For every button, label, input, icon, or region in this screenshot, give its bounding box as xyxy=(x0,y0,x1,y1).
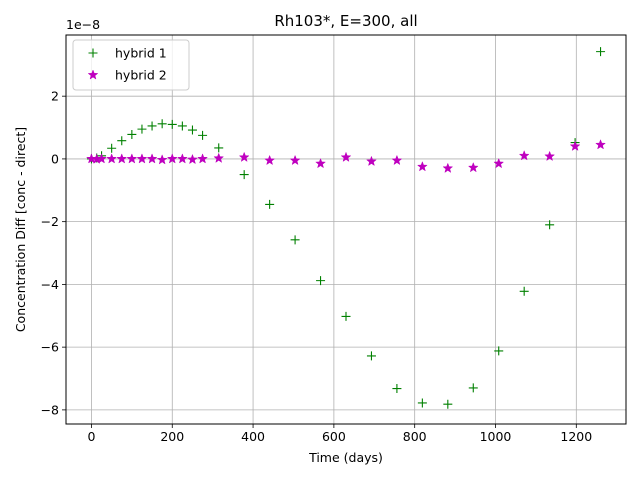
plot-marks xyxy=(86,47,606,409)
point-hybrid-1 xyxy=(290,235,300,245)
point-hybrid-2 xyxy=(569,140,581,151)
point-hybrid-1 xyxy=(137,124,147,134)
point-hybrid-1 xyxy=(494,346,504,356)
point-hybrid-1 xyxy=(341,311,351,321)
point-hybrid-2 xyxy=(136,153,148,164)
x-tick-label: 0 xyxy=(87,429,95,444)
point-hybrid-1 xyxy=(366,351,376,361)
legend-label-hybrid-1: hybrid 1 xyxy=(115,46,167,61)
y-tick-label: −8 xyxy=(41,402,59,417)
x-axis-label: Time (days) xyxy=(308,450,383,465)
y-tick-label: −4 xyxy=(41,277,59,292)
point-hybrid-2 xyxy=(416,161,428,172)
grid xyxy=(66,35,626,424)
axis-ticks: 0 200 400 600 800 1000 1200 −8 −6 −4 −2 0 2 xyxy=(41,89,593,444)
point-hybrid-1 xyxy=(417,398,427,408)
point-hybrid-1 xyxy=(316,276,326,286)
x-tick-label: 1000 xyxy=(480,429,512,444)
point-hybrid-2 xyxy=(156,154,168,165)
point-hybrid-2 xyxy=(518,150,530,161)
y-offset-label: 1e−8 xyxy=(66,17,100,32)
point-hybrid-1 xyxy=(127,129,137,139)
point-hybrid-2 xyxy=(213,152,225,163)
point-hybrid-1 xyxy=(443,399,453,409)
y-axis-label: Concentration Diff [conc - direct] xyxy=(13,127,28,332)
point-hybrid-1 xyxy=(147,121,157,131)
point-hybrid-1 xyxy=(157,119,167,129)
chart-title: Rh103*, E=300, all xyxy=(274,12,417,30)
y-tick-label: 2 xyxy=(51,89,59,104)
point-hybrid-2 xyxy=(391,154,403,166)
point-hybrid-2 xyxy=(289,154,301,166)
x-tick-label: 200 xyxy=(160,429,184,444)
point-hybrid-1 xyxy=(545,220,555,230)
legend: hybrid 1 hybrid 2 xyxy=(72,39,190,91)
point-hybrid-1 xyxy=(468,383,478,393)
point-hybrid-2 xyxy=(467,161,479,173)
point-hybrid-1 xyxy=(177,121,187,131)
point-hybrid-2 xyxy=(366,155,377,167)
legend-marker-hybrid-2 xyxy=(87,69,99,80)
point-hybrid-1 xyxy=(107,143,117,153)
point-hybrid-1 xyxy=(167,119,177,129)
y-tick-label: 0 xyxy=(51,151,59,166)
point-hybrid-2 xyxy=(264,154,276,166)
point-hybrid-1 xyxy=(117,136,127,146)
point-hybrid-2 xyxy=(544,150,556,162)
point-hybrid-2 xyxy=(442,162,454,173)
point-hybrid-1 xyxy=(392,384,402,394)
point-hybrid-2 xyxy=(340,151,352,162)
point-hybrid-1 xyxy=(214,143,224,153)
point-hybrid-2 xyxy=(595,139,606,150)
point-hybrid-1 xyxy=(187,125,197,135)
x-tick-label: 1200 xyxy=(560,429,592,444)
point-hybrid-2 xyxy=(116,153,128,164)
point-hybrid-2 xyxy=(166,153,178,164)
y-tick-label: −2 xyxy=(41,214,59,229)
point-hybrid-2 xyxy=(176,153,188,164)
series-hybrid-1 xyxy=(86,47,606,409)
point-hybrid-1 xyxy=(596,47,606,57)
point-hybrid-2 xyxy=(146,153,158,164)
point-hybrid-2 xyxy=(238,151,250,162)
point-hybrid-2 xyxy=(96,153,107,164)
point-hybrid-2 xyxy=(493,157,505,169)
point-hybrid-2 xyxy=(106,153,118,164)
point-hybrid-2 xyxy=(187,153,198,165)
legend-marker-hybrid-1 xyxy=(88,48,98,58)
y-tick-label: −6 xyxy=(41,340,59,355)
point-hybrid-2 xyxy=(315,157,326,169)
point-hybrid-2 xyxy=(126,153,138,164)
point-hybrid-1 xyxy=(519,286,529,296)
x-tick-label: 600 xyxy=(322,429,346,444)
legend-label-hybrid-2: hybrid 2 xyxy=(115,68,167,83)
series-hybrid-2 xyxy=(86,139,606,173)
legend-box xyxy=(72,39,190,91)
point-hybrid-1 xyxy=(265,199,275,209)
x-tick-label: 800 xyxy=(403,429,427,444)
point-hybrid-1 xyxy=(198,130,208,140)
x-tick-label: 400 xyxy=(241,429,265,444)
plot-frame xyxy=(65,34,627,425)
point-hybrid-2 xyxy=(197,153,209,164)
point-hybrid-1 xyxy=(239,170,249,180)
